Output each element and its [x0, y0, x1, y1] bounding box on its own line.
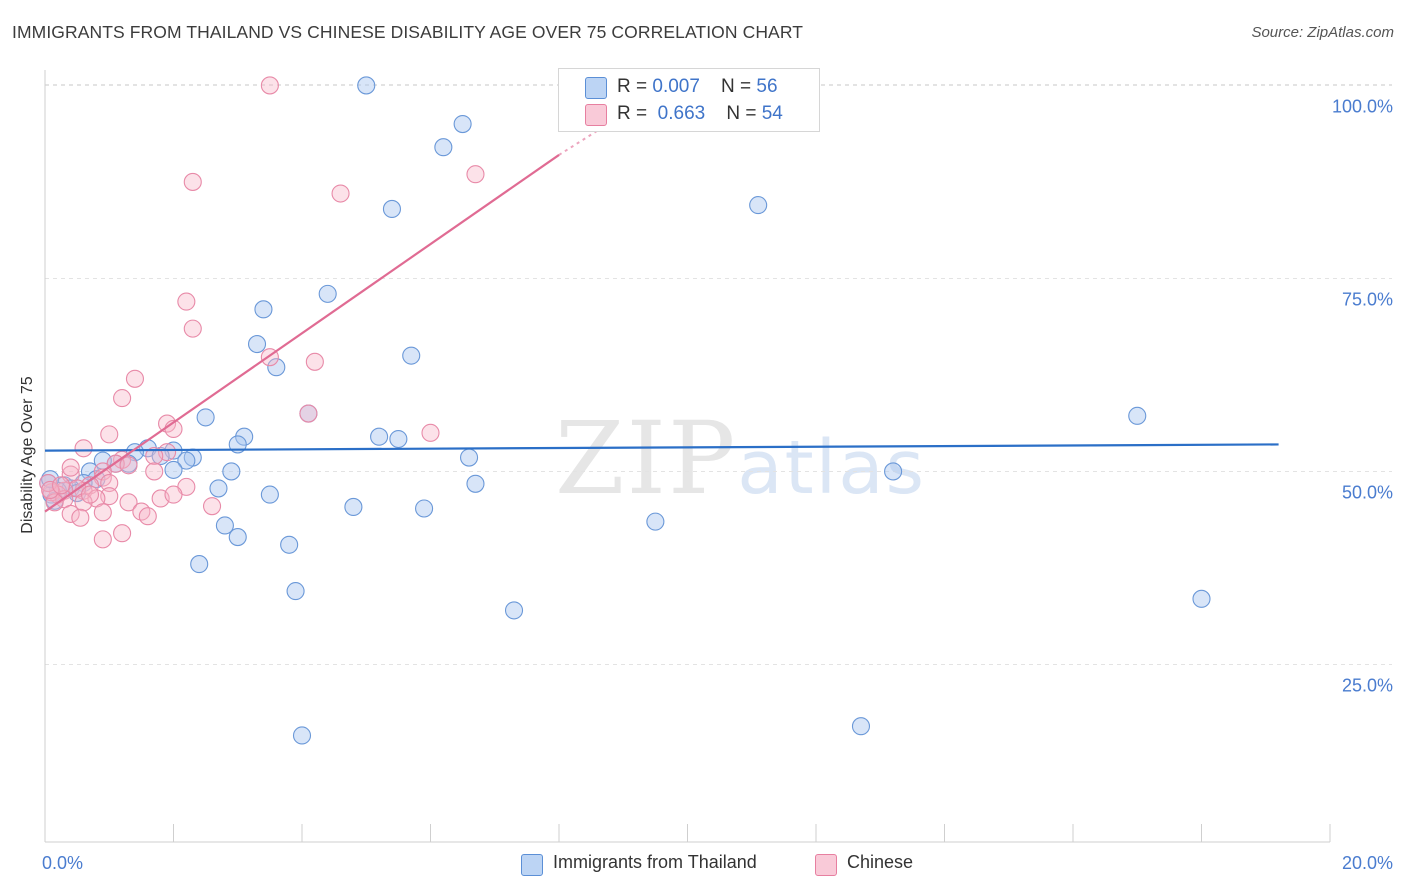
- point-thailand: [280, 535, 299, 554]
- point-thailand: [389, 429, 408, 449]
- point-thailand: [292, 726, 312, 745]
- legend-swatch-thailand: [521, 854, 543, 876]
- point-chinese: [331, 184, 350, 203]
- point-chinese: [183, 319, 202, 338]
- x-tick-label: 20.0%: [1342, 853, 1393, 873]
- point-thailand: [254, 300, 273, 319]
- point-thailand: [344, 497, 363, 517]
- legend-n-value-thailand: 56: [756, 76, 778, 97]
- point-thailand: [357, 76, 376, 95]
- legend-swatch-chinese: [815, 854, 837, 876]
- point-chinese: [119, 456, 138, 475]
- x-tick-label: 0.0%: [42, 853, 83, 873]
- point-chinese: [52, 476, 71, 495]
- legend-n-label: N =: [726, 103, 762, 124]
- point-thailand: [884, 462, 903, 481]
- point-thailand: [286, 582, 305, 601]
- point-chinese: [183, 172, 202, 191]
- point-chinese: [138, 507, 157, 526]
- y-tick-label: 100.0%: [1332, 96, 1393, 116]
- point-thailand: [459, 448, 479, 467]
- legend-n-value-chinese: 54: [761, 103, 783, 124]
- point-thailand: [646, 512, 665, 531]
- axes: [44, 70, 1331, 843]
- point-thailand: [749, 196, 768, 215]
- point-thailand: [247, 335, 267, 354]
- point-thailand: [177, 451, 196, 470]
- points-layer: [39, 76, 1211, 745]
- point-chinese: [100, 473, 119, 493]
- trend-line-thailand: [44, 443, 1279, 452]
- point-chinese: [61, 504, 80, 523]
- point-chinese: [80, 485, 100, 504]
- point-chinese: [61, 458, 80, 477]
- point-thailand: [222, 462, 241, 481]
- point-chinese: [145, 446, 164, 466]
- trend-lines: [44, 121, 1279, 513]
- point-chinese: [100, 425, 119, 444]
- point-chinese: [421, 423, 440, 442]
- point-chinese: [125, 369, 144, 388]
- point-chinese: [299, 404, 318, 423]
- point-chinese: [71, 508, 90, 527]
- correlation-legend: R = 0.007 N = 56 R = 0.663 N = 54: [558, 68, 820, 132]
- point-chinese: [113, 389, 132, 408]
- point-chinese: [132, 502, 151, 521]
- point-thailand: [851, 717, 871, 736]
- point-chinese: [113, 524, 132, 543]
- point-chinese: [74, 439, 93, 458]
- point-thailand: [1192, 589, 1211, 608]
- point-thailand: [415, 499, 434, 518]
- legend-r-label: R =: [617, 76, 653, 97]
- point-chinese: [93, 530, 112, 549]
- point-thailand: [196, 408, 215, 427]
- point-thailand: [318, 284, 337, 303]
- point-chinese: [466, 165, 485, 184]
- y-tick-label: 50.0%: [1342, 482, 1393, 502]
- point-thailand: [402, 346, 421, 365]
- point-thailand: [228, 528, 247, 547]
- legend-r-value-chinese: 0.663: [657, 103, 706, 124]
- watermark: ZIPatlas: [555, 400, 926, 517]
- trend-line-chinese: [44, 154, 560, 513]
- point-chinese: [41, 480, 60, 500]
- legend-swatch-chinese: [585, 104, 607, 126]
- y-tick-label: 75.0%: [1342, 289, 1393, 309]
- legend-n-label: N =: [721, 76, 757, 97]
- point-chinese: [145, 462, 164, 481]
- point-thailand: [209, 479, 228, 498]
- point-thailand: [164, 460, 183, 479]
- point-thailand: [434, 138, 453, 157]
- point-thailand: [382, 199, 402, 219]
- point-chinese: [93, 503, 112, 522]
- watermark-zip: ZIP: [555, 400, 738, 517]
- grid: [45, 83, 1392, 665]
- legend-r-value-thailand: 0.007: [652, 76, 700, 97]
- point-chinese: [260, 76, 279, 95]
- point-chinese: [305, 352, 324, 371]
- point-chinese: [177, 292, 196, 311]
- legend-swatch-thailand: [585, 77, 607, 99]
- point-thailand: [267, 358, 286, 377]
- chart-title: IMMIGRANTS FROM THAILAND VS CHINESE DISA…: [12, 22, 804, 42]
- tick-labels: 25.0% 50.0% 75.0% 100.0% 0.0% 20.0%: [42, 96, 1393, 873]
- point-thailand: [215, 516, 234, 535]
- legend-r-label: R =: [617, 103, 653, 124]
- point-thailand: [260, 485, 279, 504]
- point-chinese: [119, 493, 138, 512]
- watermark-atlas: atlas: [737, 425, 927, 511]
- point-chinese: [203, 497, 222, 516]
- point-chinese: [164, 485, 183, 504]
- legend-label-thailand: Immigrants from Thailand: [553, 852, 757, 872]
- y-tick-label: 25.0%: [1342, 675, 1393, 695]
- point-thailand: [453, 114, 472, 134]
- point-thailand: [466, 474, 485, 493]
- legend-label-chinese: Chinese: [847, 852, 914, 872]
- point-thailand: [190, 555, 209, 574]
- chart-source: Source: ZipAtlas.com: [1251, 24, 1394, 41]
- point-thailand: [1128, 406, 1147, 425]
- point-thailand: [504, 601, 524, 620]
- point-thailand: [370, 427, 389, 446]
